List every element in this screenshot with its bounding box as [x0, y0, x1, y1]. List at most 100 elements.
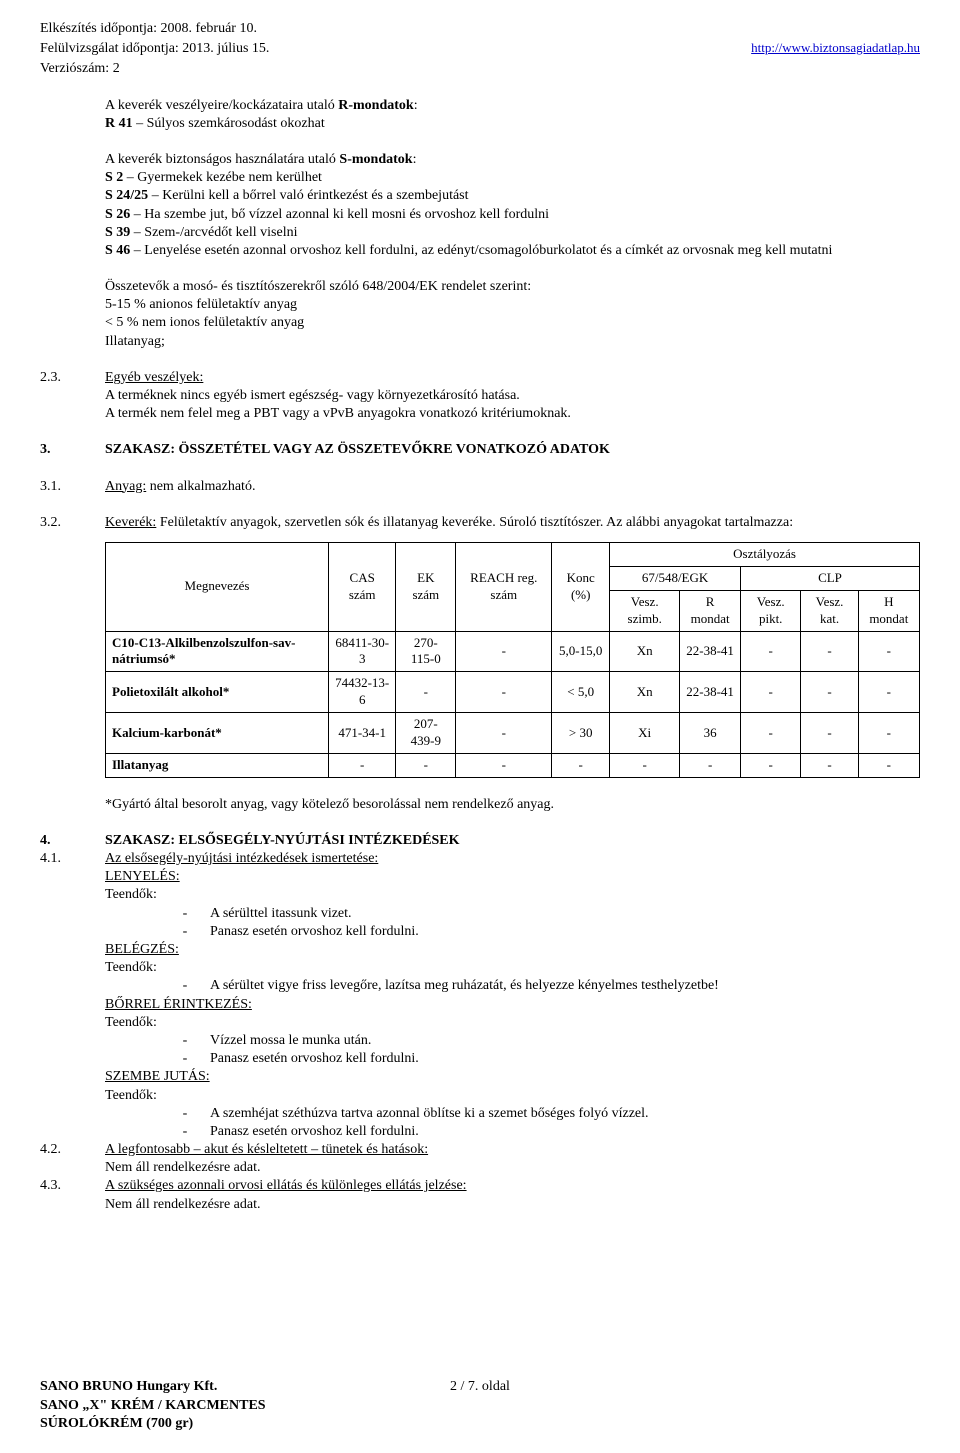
th-vesz-kat: Vesz. kat. — [801, 590, 858, 631]
ln2: Panasz esetén orvoshoz kell fordulni. — [210, 923, 419, 941]
cell-h: - — [858, 631, 919, 672]
cell-r: 22-38-41 — [680, 631, 741, 672]
th-egk: 67/548/EGK — [610, 566, 741, 590]
section-3-1: 3.1. Anyag: nem alkalmazható. — [40, 478, 920, 496]
comp-l2: < 5 % nem ionos felületaktív anyag — [105, 314, 920, 332]
sec23-num: 2.3. — [40, 369, 105, 424]
cell-cas: 74432-13-6 — [329, 672, 396, 713]
r41-label: R 41 — [105, 116, 133, 131]
cell-szimb: Xn — [610, 672, 680, 713]
cell-reach: - — [456, 753, 552, 777]
section-4-1: 4.1. Az elsősegély-nyújtási intézkedések… — [40, 850, 920, 905]
dash-icon: - — [160, 1123, 210, 1141]
comp-l1: 5-15 % anionos felületaktív anyag — [105, 296, 920, 314]
cell-reach: - — [456, 672, 552, 713]
sec4-num: 4. — [40, 832, 105, 850]
cell-cas: - — [329, 753, 396, 777]
table-row: Illatanyag - - - - - - - - - — [106, 753, 920, 777]
dash-icon: - — [160, 1032, 210, 1050]
cell-kat: - — [801, 753, 858, 777]
teendok: Teendők: — [105, 959, 920, 977]
cell-szimb: Xi — [610, 713, 680, 754]
header-line1: Elkészítés időpontja: 2008. február 10. — [40, 20, 257, 38]
comp-intro: Összetevők a mosó- és tisztítószerekről … — [105, 278, 920, 296]
cell-kat: - — [801, 631, 858, 672]
sec41-num: 4.1. — [40, 850, 105, 905]
s26-label: S 26 — [105, 207, 130, 222]
s46-text: – Lenyelése esetén azonnal orvoshoz kell… — [130, 243, 832, 258]
s46-label: S 46 — [105, 243, 130, 258]
s-intro: A keverék biztonságos használatára utaló — [105, 152, 339, 167]
footer-product: SANO „X" KRÉM / KARCMENTES SÚROLÓKRÉM (7… — [40, 1397, 333, 1433]
s39-text: – Szem-/arcvédőt kell viselni — [130, 225, 297, 240]
section-2-3: 2.3. Egyéb veszélyek: A terméknek nincs … — [40, 369, 920, 424]
sec43-text: Nem áll rendelkezésre adat. — [105, 1196, 467, 1214]
r-intro: A keverék veszélyeire/kockázataira utaló — [105, 98, 338, 113]
cell-konc: > 30 — [552, 713, 610, 754]
table-row: Polietoxilált alkohol* 74432-13-6 - - < … — [106, 672, 920, 713]
sec32-text: Felületaktív anyagok, szervetlen sók és … — [156, 515, 793, 530]
cell-name: C10-C13-Alkilbenzolszulfon-sav-nátriumsó… — [106, 631, 329, 672]
dash-icon: - — [160, 1050, 210, 1068]
th-cas: CAS szám — [329, 542, 396, 631]
colon: : — [414, 98, 418, 113]
th-osztaly: Osztályozás — [610, 542, 920, 566]
cell-ek: - — [396, 753, 456, 777]
section-4-3: 4.3. A szükséges azonnali orvosi ellátás… — [40, 1177, 920, 1213]
sec31-text: nem alkalmazható. — [146, 479, 255, 494]
cell-szimb: - — [610, 753, 680, 777]
cell-h: - — [858, 753, 919, 777]
s26-text: – Ha szembe jut, bő vízzel azonnal ki ke… — [130, 207, 549, 222]
table-note: *Gyártó által besorolt anyag, vagy kötel… — [105, 796, 920, 814]
cell-pikt: - — [740, 753, 800, 777]
s2-text: – Gyermekek kezébe nem kerülhet — [123, 170, 322, 185]
sec4-title: SZAKASZ: ELSŐSEGÉLY-NYÚJTÁSI INTÉZKEDÉSE… — [105, 832, 460, 850]
teendok: Teendők: — [105, 1087, 920, 1105]
cell-konc: 5,0-15,0 — [552, 631, 610, 672]
doc-header: Elkészítés időpontja: 2008. február 10. … — [40, 20, 920, 79]
cell-konc: - — [552, 753, 610, 777]
s-section: A keverék biztonságos használatára utaló… — [105, 151, 920, 260]
s2-label: S 2 — [105, 170, 123, 185]
header-link[interactable]: http://www.biztonsagiadatlap.hu — [751, 40, 920, 58]
szembe-block: SZEMBE JUTÁS: Teendők: — [105, 1068, 920, 1104]
dash-icon: - — [160, 1105, 210, 1123]
sec43-title: A szükséges azonnali orvosi ellátás és k… — [105, 1177, 467, 1195]
borrel-block: BŐRREL ÉRINTKEZÉS: Teendők: — [105, 996, 920, 1032]
sec42-text: Nem áll rendelkezésre adat. — [105, 1159, 428, 1177]
sec32-num: 3.2. — [40, 514, 105, 532]
sec3-num: 3. — [40, 441, 105, 459]
composition-table: Megnevezés CAS szám EK szám REACH reg. s… — [105, 542, 920, 778]
szembe-list: -A szemhéjat széthúzva tartva azonnal öb… — [160, 1105, 920, 1141]
sec42-num: 4.2. — [40, 1141, 105, 1177]
sec23-l1: A terméknek nincs egyéb ismert egészség-… — [105, 387, 571, 405]
lenyeles-list: -A sérülttel itassunk vizet. -Panasz ese… — [160, 905, 920, 941]
cell-pikt: - — [740, 713, 800, 754]
cell-reach: - — [456, 713, 552, 754]
dash-icon: - — [160, 923, 210, 941]
sec32-title: Keverék: — [105, 515, 156, 530]
cell-cas: 68411-30-3 — [329, 631, 396, 672]
sec31-title: Anyag: — [105, 479, 146, 494]
s-intro-bold: S-mondatok — [339, 152, 412, 167]
cell-szimb: Xn — [610, 631, 680, 672]
r-section: A keverék veszélyeire/kockázataira utaló… — [105, 97, 920, 133]
br1: Vízzel mossa le munka után. — [210, 1032, 371, 1050]
sec41-belegzes: BELÉGZÉS: — [105, 941, 920, 959]
s2425-label: S 24/25 — [105, 188, 148, 203]
cell-ek: - — [396, 672, 456, 713]
composition-table-wrapper: Megnevezés CAS szám EK szám REACH reg. s… — [105, 542, 920, 814]
colon2: : — [413, 152, 417, 167]
sec43-num: 4.3. — [40, 1177, 105, 1213]
section-3-2: 3.2. Keverék: Felületaktív anyagok, szer… — [40, 514, 920, 532]
cell-ek: 207-439-9 — [396, 713, 456, 754]
cell-r: 22-38-41 — [680, 672, 741, 713]
cell-h: - — [858, 672, 919, 713]
bl1: A sérültet vigye friss levegőre, lazítsa… — [210, 977, 719, 995]
th-vesz-pikt: Vesz. pikt. — [740, 590, 800, 631]
footer-company: SANO BRUNO Hungary Kft. — [40, 1378, 333, 1396]
cell-r: 36 — [680, 713, 741, 754]
cell-ek: 270-115-0 — [396, 631, 456, 672]
th-rmondat: R mondat — [680, 590, 741, 631]
cell-kat: - — [801, 713, 858, 754]
